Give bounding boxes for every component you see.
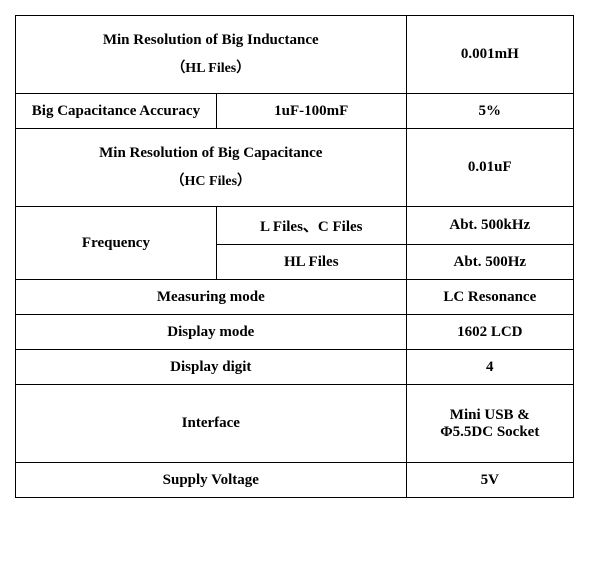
table-cell: 4	[406, 350, 573, 385]
cell-text: 1602 LCD	[457, 324, 522, 340]
table-cell: Frequency	[16, 207, 217, 280]
cell-text: Measuring mode	[157, 289, 265, 305]
table-cell: Min Resolution of Big Capacitance （HC Fil…	[16, 129, 407, 207]
table-cell: Mini USB &Φ5.5DC Socket	[406, 385, 573, 463]
table-row: Min Resolution of Big Capacitance （HC Fil…	[16, 129, 574, 207]
table-cell: 0.001mH	[406, 16, 573, 94]
table-cell: Interface	[16, 385, 407, 463]
cell-text: Abt. 500Hz	[454, 254, 527, 270]
cell-text: （HC Files）	[171, 174, 252, 189]
table-row: FrequencyL Files、C FilesAbt. 500kHz	[16, 207, 574, 245]
cell-text: HL Files	[284, 254, 339, 270]
table-cell: Display digit	[16, 350, 407, 385]
table-cell: 1602 LCD	[406, 315, 573, 350]
spec-table: Min Resolution of Big Inductance （HL File…	[15, 15, 574, 498]
table-cell: Supply Voltage	[16, 463, 407, 498]
table-row: Supply Voltage 5V	[16, 463, 574, 498]
table-row: Min Resolution of Big Inductance （HL File…	[16, 16, 574, 94]
table-row: Measuring mode LC Resonance	[16, 280, 574, 315]
cell-text: Display digit	[170, 359, 251, 375]
cell-text: Supply Voltage	[163, 472, 259, 488]
table-cell: 1uF-100mF	[216, 94, 406, 129]
table-cell: Display mode	[16, 315, 407, 350]
table-cell: Measuring mode	[16, 280, 407, 315]
cell-text: （HL Files）	[171, 61, 250, 76]
spec-table-body: Min Resolution of Big Inductance （HL File…	[16, 16, 574, 498]
cell-text: Min Resolution of Big Capacitance	[99, 145, 322, 161]
table-cell: 5%	[406, 94, 573, 129]
cell-text: 0.01uF	[468, 159, 512, 175]
cell-text: 0.001mH	[461, 46, 519, 62]
table-row: Big Capacitance Accuracy 1uF-100mF 5%	[16, 94, 574, 129]
table-cell: L Files、C Files	[216, 207, 406, 245]
cell-text: LC Resonance	[443, 289, 536, 305]
cell-text: Mini USB &	[450, 407, 530, 423]
table-row: Display digit 4	[16, 350, 574, 385]
table-cell: 0.01uF	[406, 129, 573, 207]
table-cell: Abt. 500Hz	[406, 245, 573, 280]
cell-text: Abt. 500kHz	[449, 217, 530, 233]
cell-text: Min Resolution of Big Inductance	[103, 32, 319, 48]
cell-text: Display mode	[167, 324, 254, 340]
cell-text: L Files、C Files	[260, 219, 363, 235]
cell-text: 1uF-100mF	[274, 103, 348, 119]
cell-text: 5%	[479, 103, 502, 119]
cell-text: Φ5.5DC Socket	[440, 424, 539, 440]
table-cell: Abt. 500kHz	[406, 207, 573, 245]
table-cell: HL Files	[216, 245, 406, 280]
cell-text: Big Capacitance Accuracy	[32, 103, 200, 119]
cell-text: Interface	[182, 415, 240, 431]
table-cell: 5V	[406, 463, 573, 498]
table-cell: LC Resonance	[406, 280, 573, 315]
cell-text: 4	[486, 359, 494, 375]
table-cell: Big Capacitance Accuracy	[16, 94, 217, 129]
table-row: Display mode 1602 LCD	[16, 315, 574, 350]
cell-text: Frequency	[82, 235, 150, 251]
table-cell: Min Resolution of Big Inductance （HL File…	[16, 16, 407, 94]
cell-text: 5V	[481, 472, 499, 488]
table-row: Interface Mini USB &Φ5.5DC Socket	[16, 385, 574, 463]
